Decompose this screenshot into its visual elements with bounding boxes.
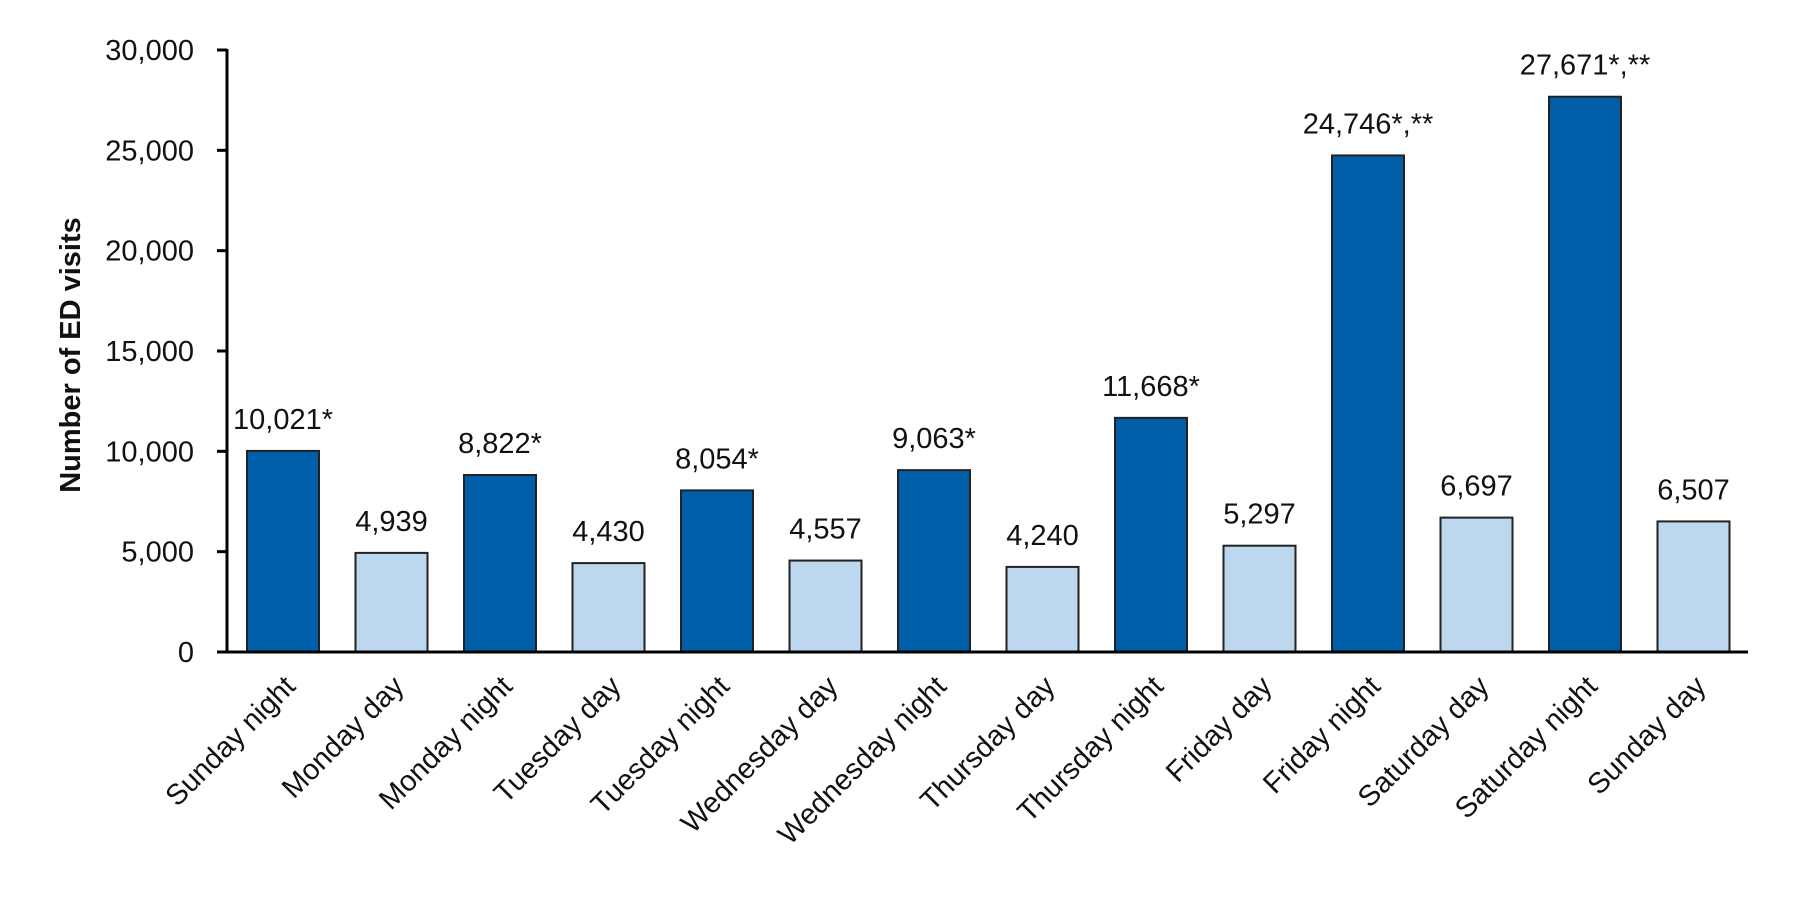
x-tick-label: Friday day [1160, 670, 1279, 789]
data-label: 27,671*,** [1520, 50, 1651, 82]
bar-saturday-day [1439, 516, 1514, 653]
bar-sunday-day [1656, 520, 1731, 654]
bar-thursday-night [1114, 416, 1188, 653]
x-tick-label: Sunday night [160, 670, 302, 812]
y-axis-title: Number of ED visits [55, 217, 87, 493]
data-label: 9,063* [892, 423, 976, 455]
data-label: 5,297 [1223, 499, 1296, 531]
data-label: 4,240 [1006, 520, 1079, 552]
y-tick-label: 15,000 [105, 336, 194, 368]
bar-wednesday-night [897, 469, 971, 653]
data-label: 8,054* [675, 443, 759, 475]
data-label: 6,697 [1440, 471, 1513, 503]
y-tick-label: 10,000 [105, 436, 194, 468]
data-label: 4,430 [572, 516, 645, 548]
y-tick-label: 30,000 [105, 35, 194, 67]
data-label: 4,939 [355, 506, 428, 538]
bar-tuesday-day [571, 562, 646, 654]
bar-saturday-night [1548, 95, 1622, 653]
y-tick-label: 25,000 [105, 135, 194, 167]
data-label: 11,668* [1102, 371, 1200, 403]
y-tick-label: 0 [178, 637, 194, 669]
bar-tuesday-night [680, 489, 754, 653]
data-label: 10,021* [233, 404, 333, 436]
bar-sunday-night [246, 449, 320, 653]
data-label: 6,507 [1657, 474, 1730, 506]
data-label: 4,557 [789, 514, 862, 546]
data-label: 24,746*,** [1303, 108, 1434, 140]
bar-monday-day [354, 551, 429, 654]
y-tick-label: 5,000 [121, 537, 194, 569]
bar-thursday-day [1005, 565, 1080, 654]
bar-wednesday-day [788, 559, 863, 654]
bar-friday-day [1222, 544, 1297, 653]
bar-friday-night [1331, 154, 1405, 653]
y-tick-label: 20,000 [105, 236, 194, 268]
x-tick-label: Sunday day [1582, 670, 1713, 801]
bar-monday-night [463, 473, 537, 653]
data-label: 8,822* [458, 428, 542, 460]
